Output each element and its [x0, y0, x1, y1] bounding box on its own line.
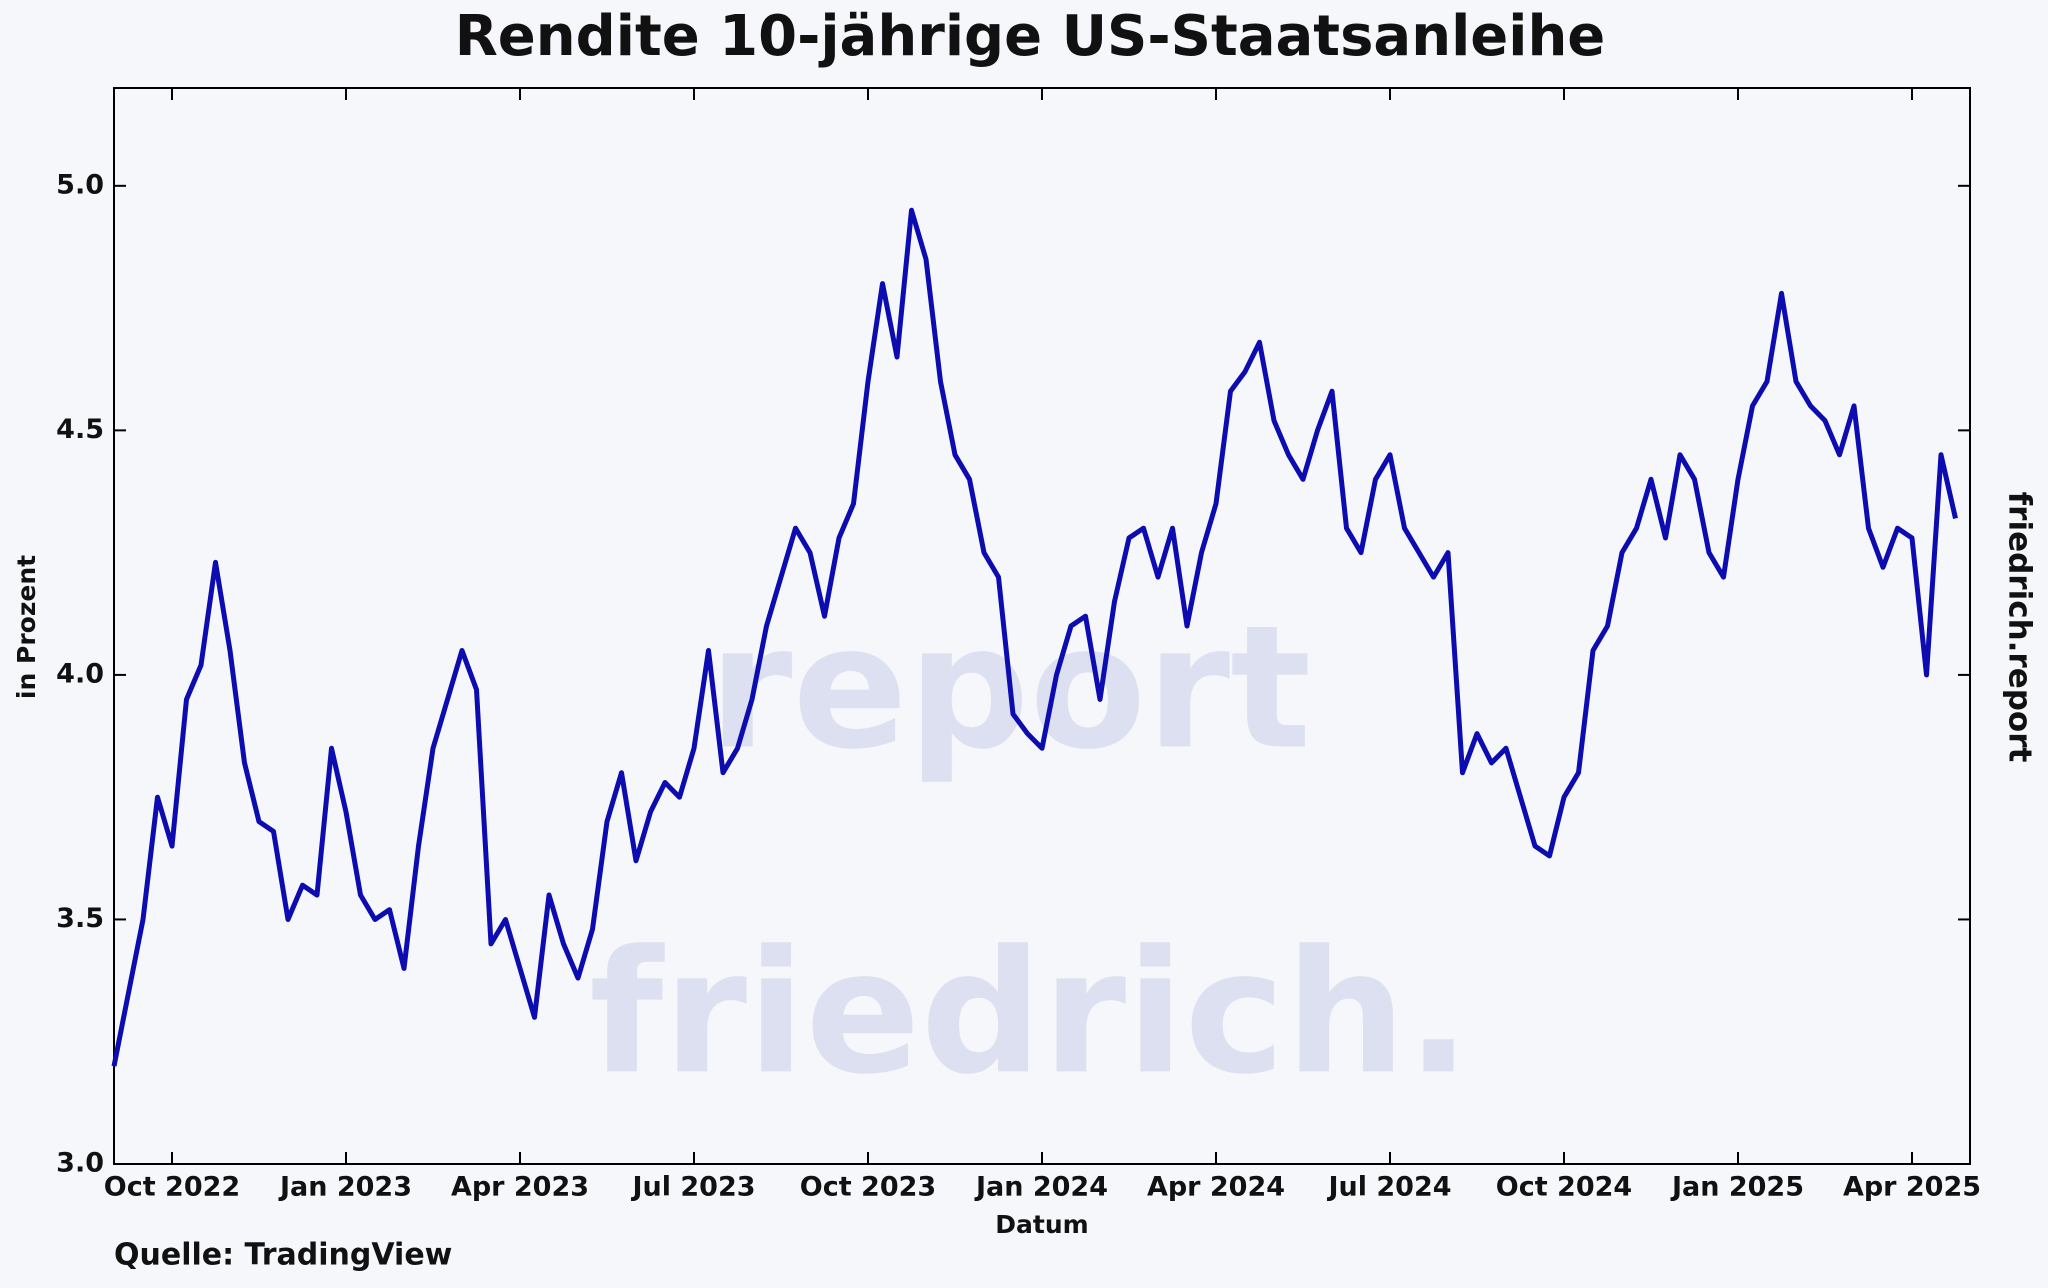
- x-tick-label: Jan 2025: [1670, 1172, 1804, 1203]
- x-tick-label: Jul 2023: [630, 1172, 755, 1203]
- x-tick-label: Oct 2022: [104, 1172, 240, 1203]
- source: Quelle: TradingView: [114, 1238, 452, 1273]
- y-tick-label: 3.0: [56, 1148, 104, 1179]
- y-tick-label: 4.0: [56, 658, 104, 689]
- y-axis-label: in Prozent: [12, 555, 41, 699]
- x-tick-label: Oct 2023: [800, 1172, 936, 1203]
- x-tick-label: Apr 2024: [1147, 1172, 1285, 1203]
- x-tick-label: Jan 2023: [278, 1172, 412, 1203]
- x-tick-label: Apr 2025: [1843, 1172, 1981, 1203]
- y-tick-label: 5.0: [56, 169, 104, 200]
- line-series: [111, 207, 1958, 1067]
- x-tick-label: Oct 2024: [1496, 1172, 1632, 1203]
- x-axis-label: Datum: [995, 1210, 1088, 1239]
- watermark: friedrich.: [589, 914, 1471, 1112]
- chart-title: Rendite 10-jährige US-Staatsanleihe: [455, 4, 1606, 69]
- y-tick-label: 3.5: [56, 903, 104, 934]
- x-tick-label: Apr 2023: [451, 1172, 589, 1203]
- x-tick-label: Jul 2024: [1326, 1172, 1451, 1203]
- y-tick-label: 4.5: [56, 414, 104, 445]
- brand: friedrich.report: [2002, 492, 2038, 763]
- x-tick-label: Jan 2024: [974, 1172, 1108, 1203]
